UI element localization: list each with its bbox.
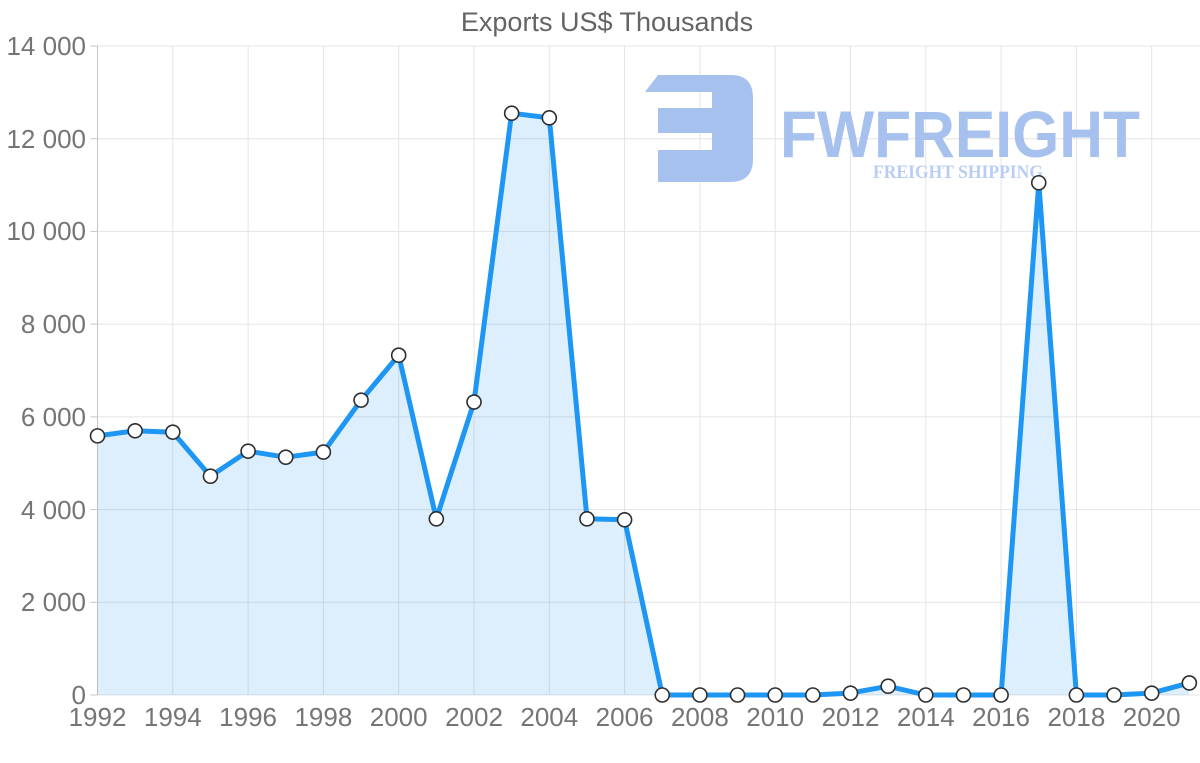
data-point-marker[interactable] — [917, 687, 934, 703]
x-tick-label: 2010 — [746, 702, 805, 732]
data-point-marker[interactable] — [428, 511, 445, 527]
data-point-marker[interactable] — [503, 105, 520, 122]
x-tick-label: 1992 — [68, 702, 127, 732]
data-point-marker[interactable] — [1106, 687, 1122, 703]
data-point-marker[interactable] — [842, 685, 859, 701]
y-tick-label: 0 — [71, 680, 86, 710]
x-tick-label: 2020 — [1122, 702, 1181, 732]
data-point-marker[interactable] — [805, 687, 821, 703]
data-point-marker[interactable] — [1143, 685, 1160, 701]
fwfreight-logo-mark — [645, 75, 753, 182]
x-tick-label: 2014 — [896, 702, 955, 732]
y-tick-label: 6 000 — [20, 401, 86, 432]
data-point-marker[interactable] — [127, 422, 143, 439]
data-point-marker[interactable] — [579, 511, 595, 527]
data-point-marker[interactable] — [240, 443, 256, 459]
data-point-marker[interactable] — [1181, 675, 1198, 691]
data-point-marker[interactable] — [616, 511, 633, 528]
data-point-marker[interactable] — [390, 347, 407, 364]
data-point-marker[interactable] — [353, 392, 369, 408]
x-tick-label: 2012 — [821, 702, 880, 732]
data-point-marker[interactable] — [880, 678, 896, 694]
x-tick-label: 2002 — [445, 702, 503, 732]
data-point-marker[interactable] — [692, 687, 708, 703]
data-point-marker[interactable] — [1030, 174, 1047, 191]
data-point-marker[interactable] — [654, 687, 671, 703]
data-point-marker[interactable] — [315, 444, 332, 460]
data-point-marker[interactable] — [466, 394, 482, 410]
x-tick-label: 2018 — [1047, 702, 1106, 732]
data-point-marker[interactable] — [955, 687, 972, 703]
y-tick-label: 10 000 — [6, 216, 86, 247]
watermark-tagline-text: FREIGHT SHIPPING — [873, 162, 1043, 183]
x-tick-label: 1994 — [143, 702, 202, 732]
data-point-marker[interactable] — [729, 687, 746, 703]
watermark-brand-text: FWFREIGHT — [780, 97, 1140, 171]
y-tick-label: 8 000 — [20, 309, 86, 340]
data-point-marker[interactable] — [993, 687, 1009, 703]
x-tick-label: 2008 — [670, 702, 729, 732]
data-point-marker[interactable] — [89, 428, 106, 444]
data-point-marker[interactable] — [1068, 687, 1085, 703]
data-point-marker[interactable] — [165, 424, 181, 440]
data-point-marker[interactable] — [767, 687, 784, 703]
chart-title: Exports US$ Thousands — [460, 7, 754, 37]
data-point-marker[interactable] — [541, 110, 558, 126]
x-tick-label: 2000 — [369, 702, 428, 732]
x-tick-label: 2004 — [520, 702, 579, 732]
data-point-marker[interactable] — [277, 449, 294, 465]
x-tick-label: 2006 — [595, 702, 654, 732]
x-tick-label: 1998 — [294, 702, 353, 732]
y-tick-label: 14 000 — [6, 31, 86, 61]
x-tick-label: 1996 — [219, 702, 278, 732]
y-tick-label: 12 000 — [6, 123, 86, 154]
data-point-marker[interactable] — [202, 468, 219, 484]
data-point-markers[interactable] — [89, 105, 1198, 703]
x-tick-label: 2016 — [972, 702, 1031, 732]
y-axis — [90, 45, 98, 696]
y-tick-label: 2 000 — [20, 587, 86, 618]
y-tick-label: 4 000 — [20, 494, 86, 525]
fwfreight-watermark: FWFREIGHT FREIGHT SHIPPING — [645, 75, 1140, 183]
series-area-fill — [97, 113, 1190, 695]
